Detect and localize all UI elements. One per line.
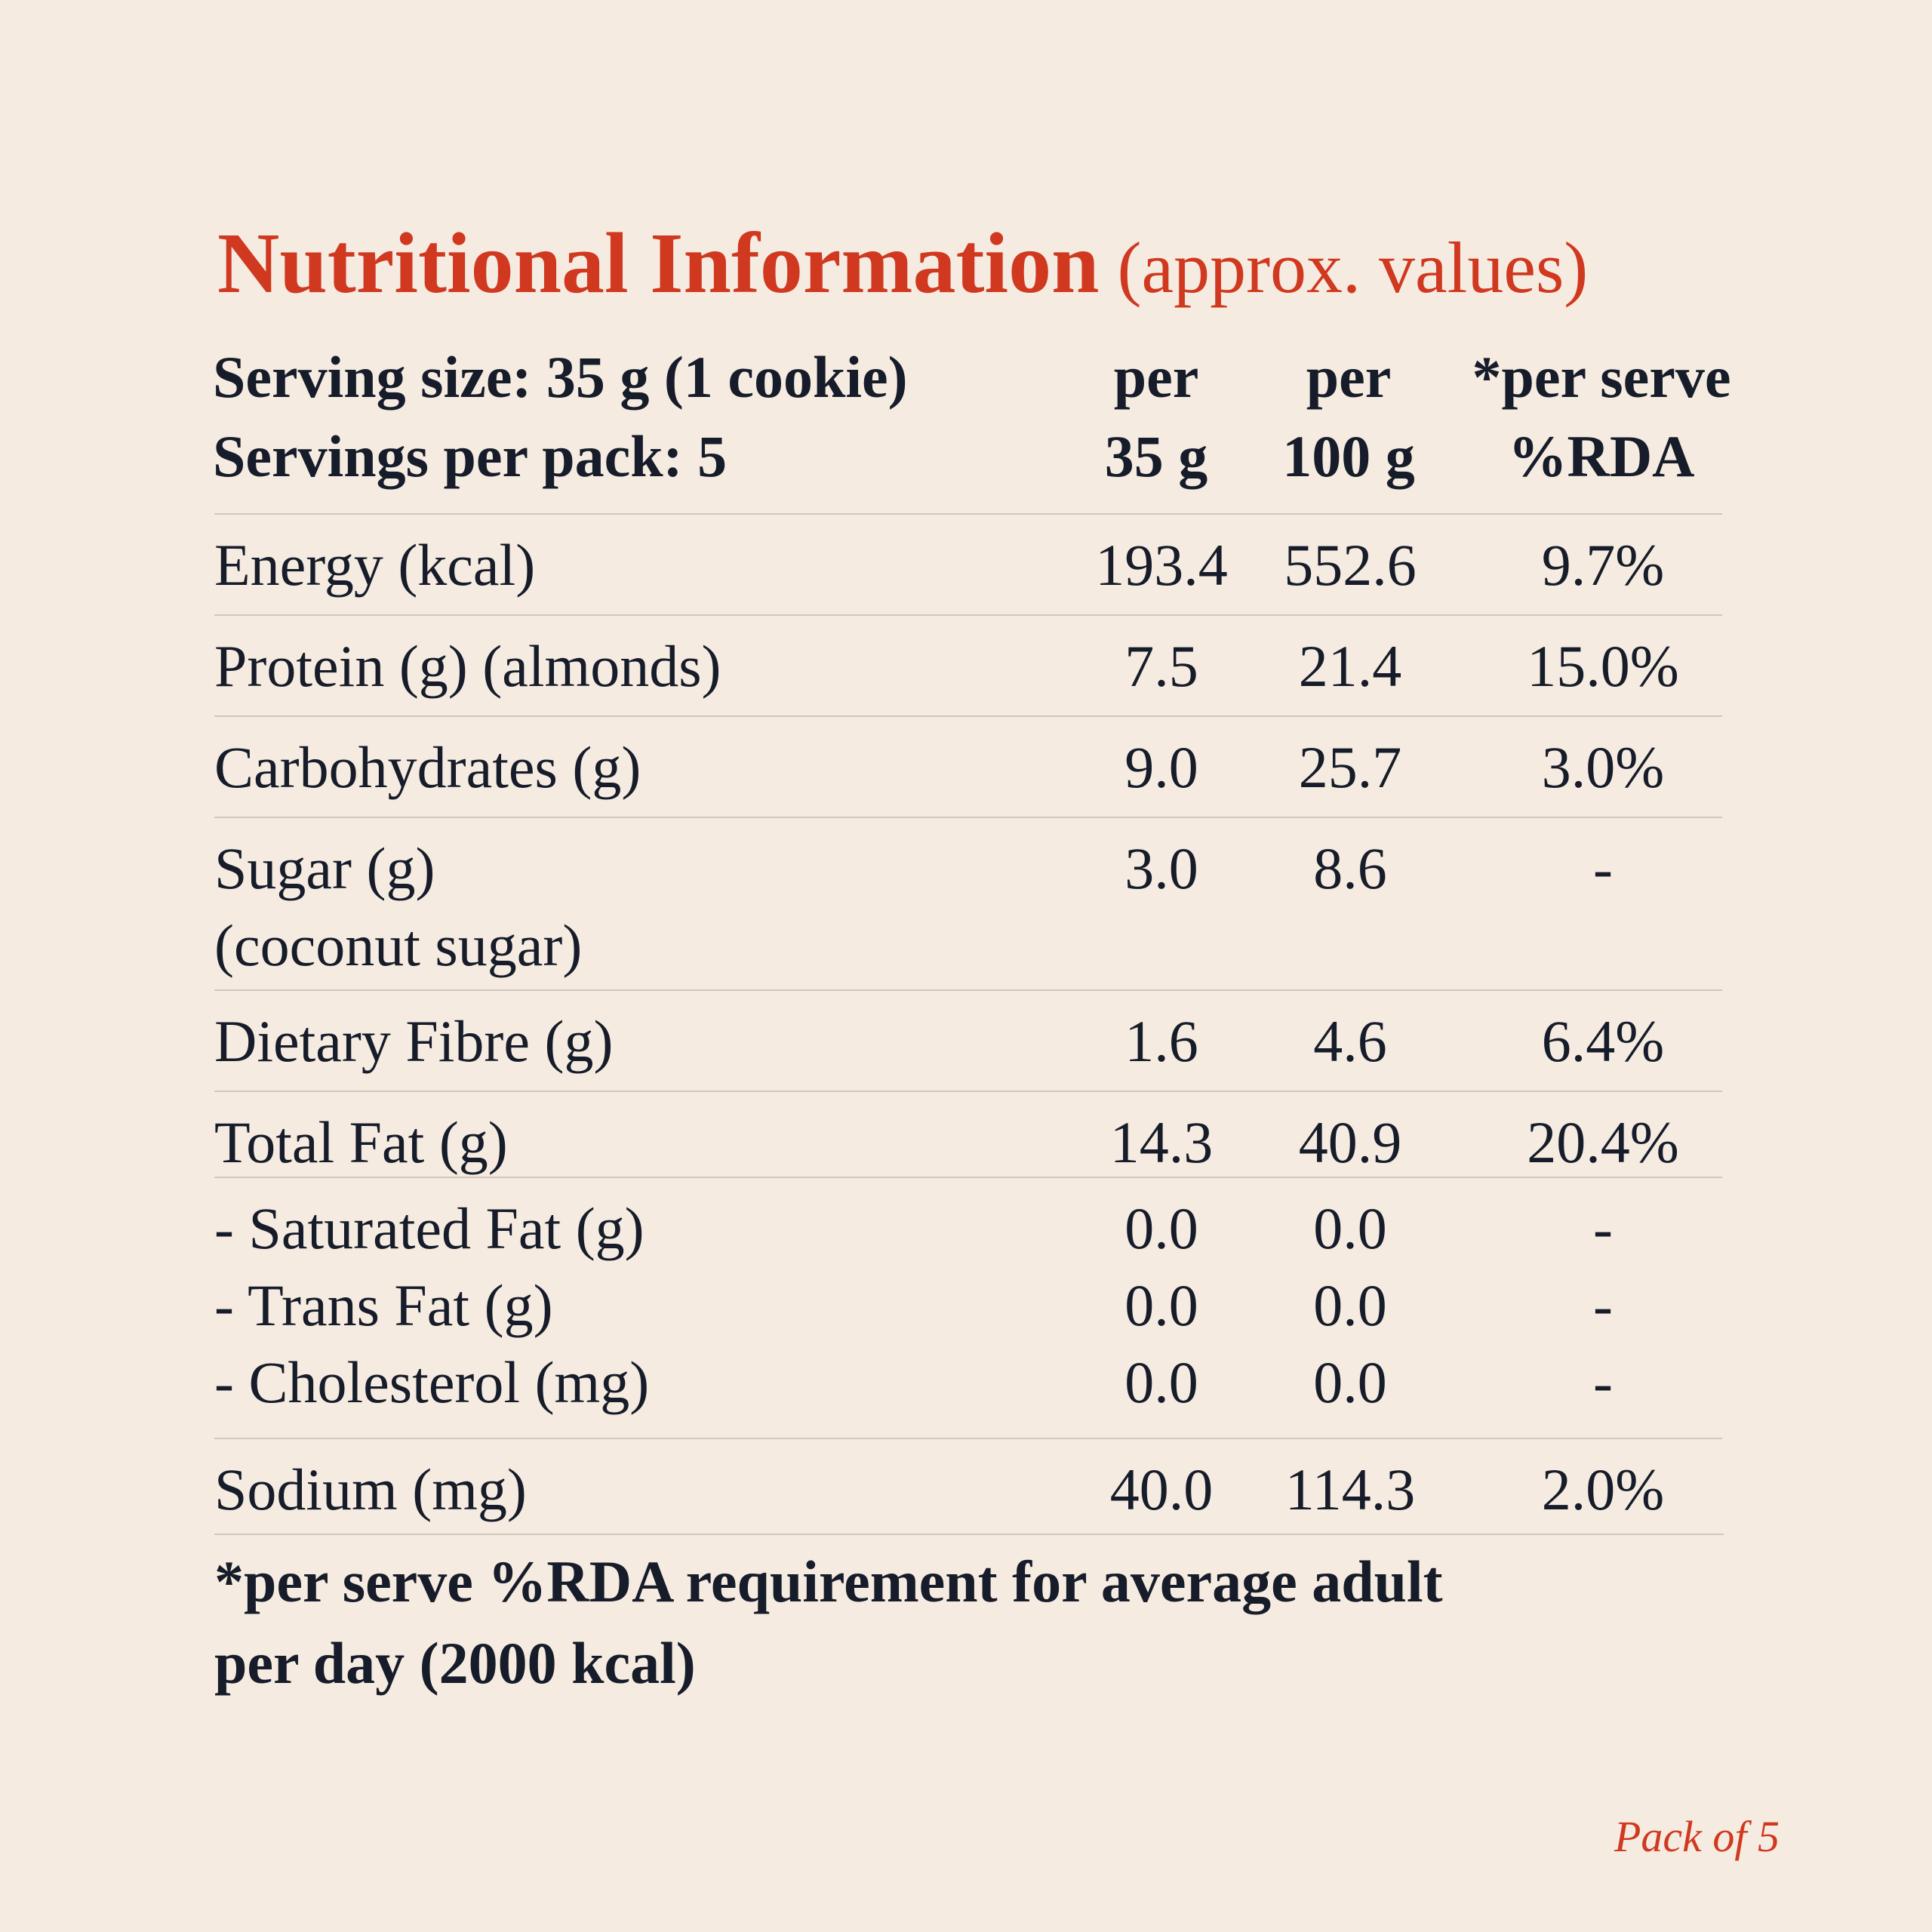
serving-size: Serving size: 35 g (1 cookie) — [213, 344, 908, 410]
row-value-per-100g: 552.6 — [1284, 532, 1417, 598]
row-value-rda: 6.4% — [1541, 1008, 1665, 1074]
row-value-per-100g: 8.6 — [1313, 835, 1387, 901]
row-label: Carbohydrates (g) — [214, 734, 641, 800]
table-row: Energy (kcal) 193.4 552.6 9.7% — [214, 513, 1722, 614]
row-label: Energy (kcal) — [214, 532, 536, 598]
table-row: Sugar (g) (coconut sugar) 3.0 8.6 - — [214, 817, 1722, 989]
table-row: Protein (g) (almonds) 7.5 21.4 15.0% — [214, 614, 1722, 715]
row-value-per-35g: 1.6 — [1124, 1008, 1198, 1074]
row-value-per-35g: 14.3 — [1109, 1109, 1214, 1175]
table-header: Serving size: 35 g (1 cookie) Servings p… — [213, 343, 1730, 506]
table-row: Total Fat (g) 14.3 40.9 20.4% — [214, 1091, 1722, 1177]
row-value-rda: - — [1593, 1349, 1613, 1415]
title-main: Nutritional Information — [217, 215, 1100, 311]
nutrition-table: Energy (kcal) 193.4 552.6 9.7% Protein (g) (… — [214, 513, 1722, 1543]
row-value-rda: 15.0% — [1527, 633, 1679, 699]
row-value-rda: 9.7% — [1541, 532, 1665, 598]
row-value-rda: - — [1593, 835, 1613, 901]
row-value-per-35g: 40.0 — [1109, 1457, 1214, 1522]
row-value-rda: 20.4% — [1527, 1109, 1679, 1175]
row-value-per-35g: 193.4 — [1095, 532, 1228, 598]
row-value-per-35g: 0.0 — [1124, 1195, 1198, 1261]
servings-per-pack: Servings per pack: 5 — [213, 423, 728, 489]
header-col-rda-line2: %RDA — [1508, 423, 1695, 489]
row-value-per-35g: 0.0 — [1124, 1349, 1198, 1415]
row-label: - Saturated Fat (g) — [214, 1195, 645, 1261]
header-col-per-35g-line1: per — [1113, 344, 1199, 410]
row-label: (coconut sugar) — [214, 912, 583, 978]
row-label: - Trans Fat (g) — [214, 1272, 553, 1338]
header-col-per-100g-line1: per — [1306, 344, 1392, 410]
row-value-per-100g: 40.9 — [1298, 1109, 1402, 1175]
row-label: Total Fat (g) — [214, 1109, 508, 1175]
table-row: Dietary Fibre (g) 1.6 4.6 6.4% — [214, 989, 1722, 1091]
table-row: - Saturated Fat (g) - Trans Fat (g) - Chol… — [214, 1177, 1722, 1438]
row-value-rda: - — [1593, 1272, 1613, 1338]
title-subtitle: (approx. values) — [1117, 227, 1589, 308]
row-value-per-100g: 114.3 — [1284, 1457, 1416, 1522]
row-label: Sugar (g) — [214, 835, 435, 901]
page-title: Nutritional Information (approx. values) — [217, 220, 1588, 306]
header-col-per-35g-line2: 35 g — [1104, 423, 1208, 489]
row-label: - Cholesterol (mg) — [214, 1349, 650, 1415]
row-label: Sodium (mg) — [214, 1457, 527, 1522]
row-value-per-35g: 7.5 — [1124, 633, 1198, 699]
pack-label: Pack of 5 — [1614, 1812, 1780, 1861]
row-value-rda: - — [1593, 1195, 1613, 1261]
row-value-rda: 2.0% — [1541, 1457, 1665, 1522]
row-value-rda: 3.0% — [1541, 734, 1665, 800]
row-value-per-35g: 0.0 — [1124, 1272, 1198, 1338]
row-value-per-35g: 3.0 — [1124, 835, 1198, 901]
footnote-line-1: *per serve %RDA requirement for average … — [214, 1549, 1443, 1614]
table-row: Sodium (mg) 40.0 114.3 2.0% — [214, 1438, 1722, 1543]
row-value-per-100g: 0.0 — [1313, 1349, 1387, 1415]
header-col-rda-line1: *per serve — [1472, 344, 1731, 410]
table-row: Carbohydrates (g) 9.0 25.7 3.0% — [214, 715, 1722, 817]
footnote: *per serve %RDA requirement for average … — [214, 1534, 1724, 1704]
row-label: Protein (g) (almonds) — [214, 633, 721, 699]
row-label: Dietary Fibre (g) — [214, 1008, 614, 1074]
row-value-per-100g: 21.4 — [1298, 633, 1402, 699]
row-value-per-100g: 0.0 — [1313, 1195, 1387, 1261]
row-value-per-35g: 9.0 — [1124, 734, 1198, 800]
footnote-line-2: per day (2000 kcal) — [214, 1630, 696, 1696]
row-value-per-100g: 4.6 — [1313, 1008, 1387, 1074]
row-value-per-100g: 25.7 — [1298, 734, 1402, 800]
header-col-per-100g-line2: 100 g — [1282, 423, 1415, 489]
row-value-per-100g: 0.0 — [1313, 1272, 1387, 1338]
